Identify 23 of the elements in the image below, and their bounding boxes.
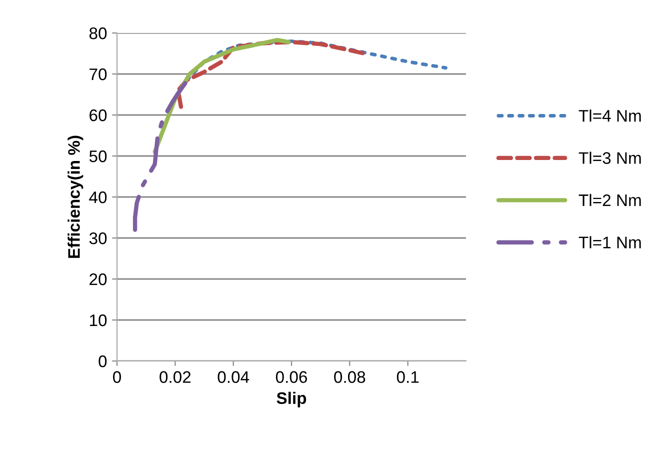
legend-label: Tl=4 Nm	[578, 110, 641, 122]
x-tick-label: 0.04	[218, 371, 250, 383]
y-tick-label: 70	[90, 68, 107, 80]
line-series	[132, 78, 189, 232]
y-tick-label: 10	[90, 314, 107, 326]
x-tick-label: 0.1	[396, 371, 419, 383]
y-tick-label: 60	[90, 109, 107, 122]
y-tick-label: 30	[89, 232, 107, 244]
x-tick-label: 0.06	[276, 371, 307, 383]
y-tick-label: 20	[90, 273, 107, 286]
x-tick-label: 0.08	[334, 371, 366, 383]
y-tick-label: 40	[89, 191, 107, 204]
y-tick-label: 50	[89, 150, 107, 162]
y-tick-label: 0	[98, 355, 107, 368]
x-tick-label: 0.02	[160, 371, 191, 383]
y-axis-title: Efficiency(in %)	[68, 136, 84, 258]
x-axis-title: Slip	[276, 392, 306, 408]
y-tick-label: 80	[89, 27, 107, 40]
line-series	[176, 40, 366, 109]
x-tick-label: 0	[113, 371, 121, 383]
legend-label: Tl=3 Nm	[578, 152, 641, 164]
legend-label: Tl=2 Nm	[578, 194, 641, 206]
legend-label: Tl=1 Nm	[578, 236, 641, 248]
